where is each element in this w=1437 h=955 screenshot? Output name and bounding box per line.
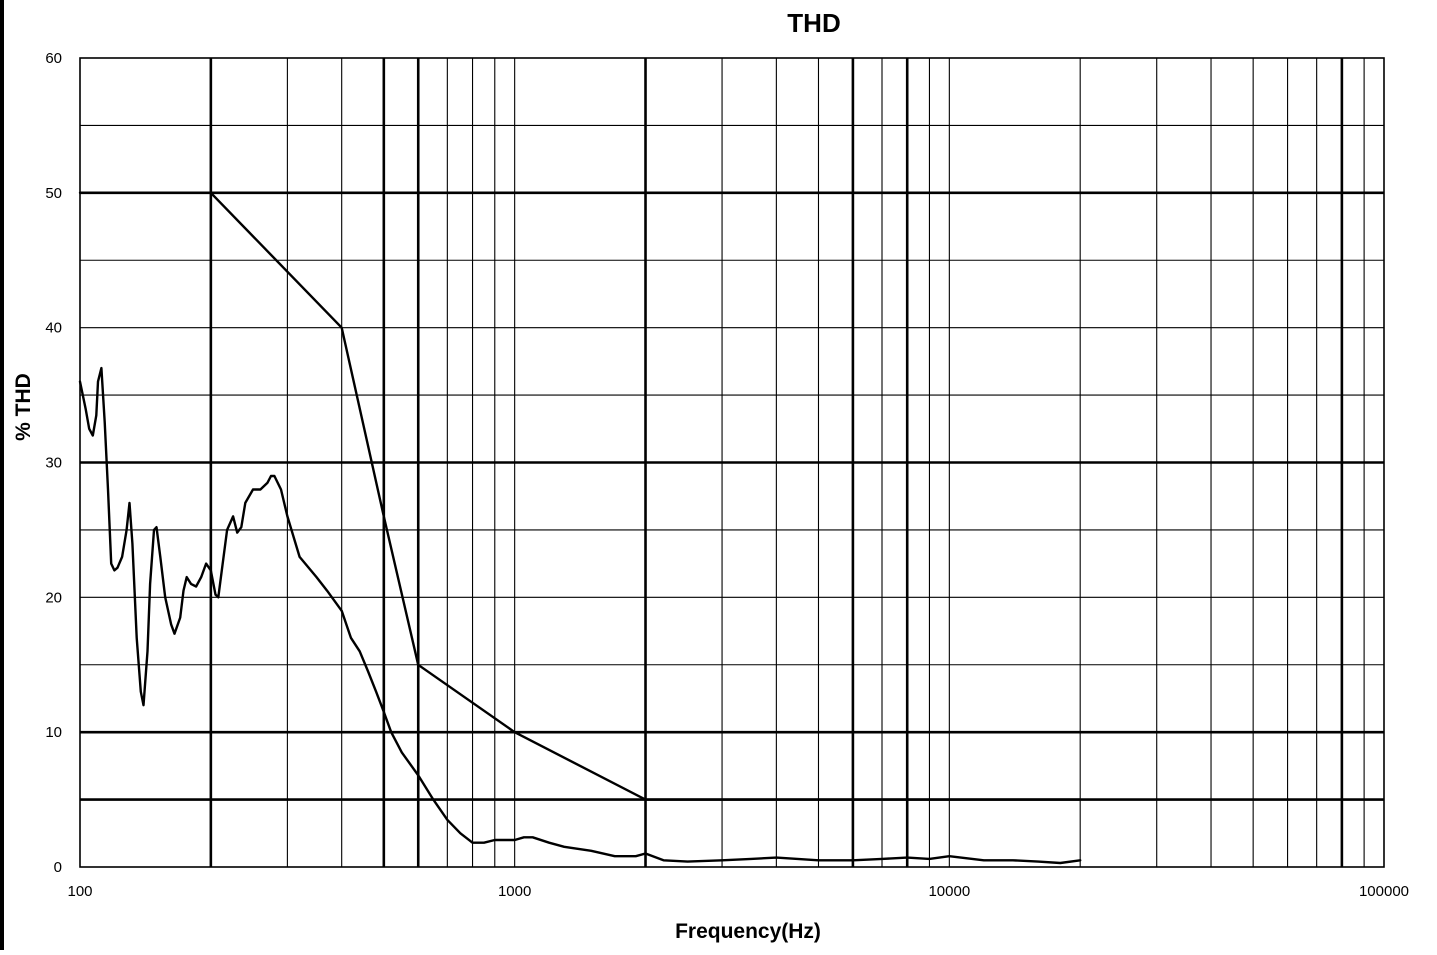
y-tick-label: 40 (45, 320, 62, 337)
y-tick-label: 0 (54, 859, 62, 876)
chart-title: THD (787, 8, 840, 38)
x-tick-label: 10000 (928, 883, 970, 900)
thd-measured-line (78, 366, 1082, 865)
grid-layer (79, 57, 1385, 868)
y-tick-label: 60 (45, 50, 62, 67)
y-tick-label: 50 (45, 185, 62, 202)
x-tick-label: 100000 (1359, 883, 1409, 900)
y-axis-label: % THD (12, 373, 35, 441)
tick-label-layer: 100 1000 10000 100000 0 10 20 30 40 50 60 (45, 50, 1409, 900)
series-layer (78, 191, 1082, 865)
left-edge-border (0, 0, 4, 950)
y-tick-label: 30 (45, 455, 62, 472)
y-tick-label: 10 (45, 724, 62, 741)
y-tick-label: 20 (45, 589, 62, 606)
x-axis-label: Frequency(Hz) (675, 920, 821, 943)
x-tick-label: 100 (67, 883, 92, 900)
thd-limit-line (78, 191, 1082, 801)
x-tick-label: 1000 (498, 883, 531, 900)
plot-frame (79, 57, 1385, 868)
